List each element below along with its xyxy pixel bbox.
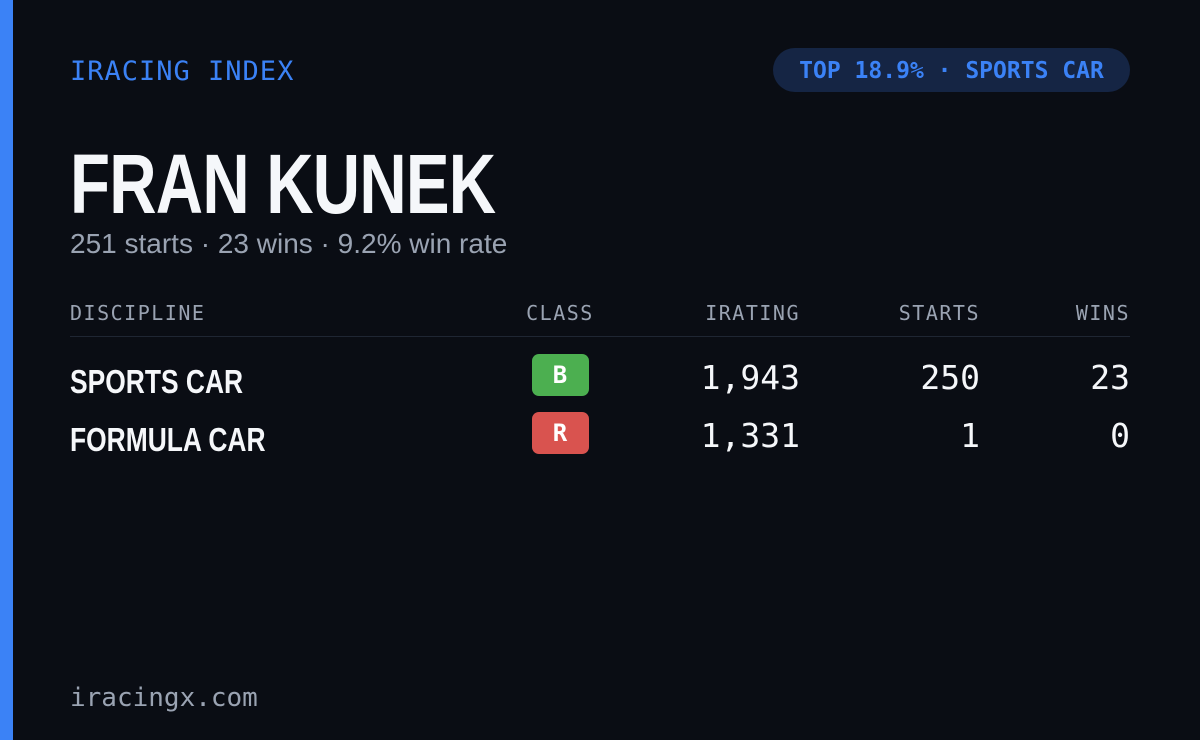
cell-value: 1,331 bbox=[700, 416, 800, 455]
column-header: DISCIPLINE bbox=[70, 301, 206, 325]
discipline: SPORTS CAR bbox=[70, 363, 244, 400]
footer-link[interactable]: iracingx.com bbox=[70, 683, 258, 713]
discipline: FORMULA CAR bbox=[70, 421, 266, 458]
header-rule bbox=[70, 336, 1130, 337]
column-header: IRATING bbox=[705, 301, 800, 325]
brand: IRACING INDEX bbox=[70, 56, 295, 87]
class-badge: R bbox=[531, 412, 589, 454]
column-header: WINS bbox=[1075, 301, 1130, 325]
cell-value: 250 bbox=[920, 358, 980, 397]
cell-value: 1 bbox=[960, 416, 980, 455]
column-header: STARTS bbox=[898, 301, 980, 325]
cell-value: 1,943 bbox=[700, 358, 800, 397]
cell-value: 23 bbox=[1090, 358, 1130, 397]
column-header: CLASS bbox=[526, 301, 594, 325]
summary: 251 starts · 23 wins · 9.2% win rate bbox=[70, 228, 508, 259]
cell-value: 0 bbox=[1110, 416, 1130, 455]
rank-badge: TOP 18.9% · SPORTS CAR bbox=[773, 48, 1130, 92]
class-badge: B bbox=[531, 354, 589, 396]
driver-name: FRAN KUNEK bbox=[70, 137, 496, 231]
accent-bar bbox=[0, 0, 13, 740]
